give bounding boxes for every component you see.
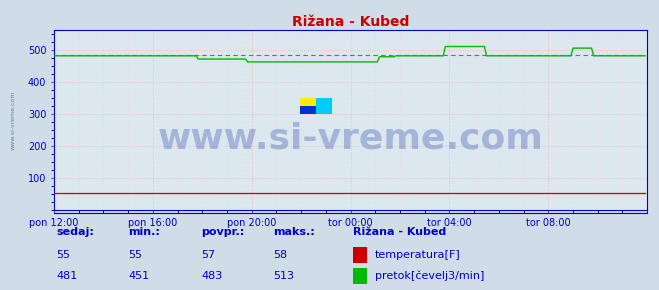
Bar: [300, 98, 316, 106]
Text: 57: 57: [201, 250, 215, 260]
Text: min.:: min.:: [129, 227, 160, 237]
Text: www.si-vreme.com: www.si-vreme.com: [158, 121, 544, 155]
Text: 483: 483: [201, 271, 222, 281]
Text: 58: 58: [273, 250, 287, 260]
Text: 55: 55: [56, 250, 70, 260]
Text: 481: 481: [56, 271, 77, 281]
Bar: [316, 98, 332, 114]
Text: pretok[čevelj3/min]: pretok[čevelj3/min]: [375, 271, 484, 281]
Text: maks.:: maks.:: [273, 227, 315, 237]
Text: Rižana - Kubed: Rižana - Kubed: [353, 227, 446, 237]
Text: 513: 513: [273, 271, 295, 281]
Bar: [300, 106, 316, 114]
Text: povpr.:: povpr.:: [201, 227, 244, 237]
Text: www.si-vreme.com: www.si-vreme.com: [11, 90, 16, 150]
Text: 451: 451: [129, 271, 150, 281]
Text: 55: 55: [129, 250, 142, 260]
Text: sedaj:: sedaj:: [56, 227, 94, 237]
Text: temperatura[F]: temperatura[F]: [375, 250, 461, 260]
Title: Rižana - Kubed: Rižana - Kubed: [292, 15, 409, 29]
